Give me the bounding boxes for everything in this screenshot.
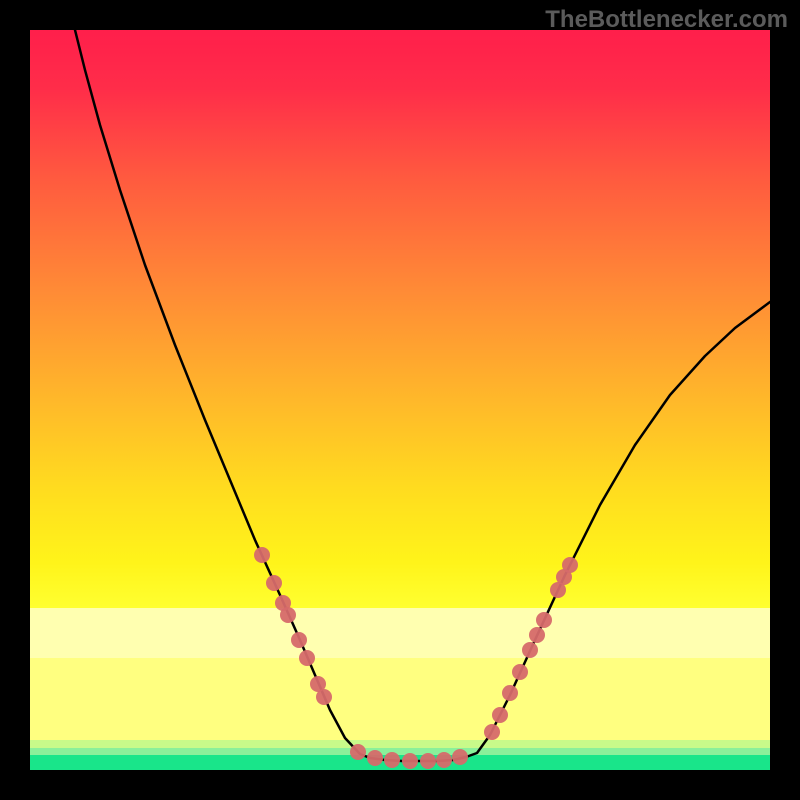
data-marker	[484, 724, 500, 740]
data-marker	[367, 750, 383, 766]
data-marker	[562, 557, 578, 573]
data-marker	[529, 627, 545, 643]
data-marker	[266, 575, 282, 591]
data-marker	[492, 707, 508, 723]
data-marker	[280, 607, 296, 623]
data-marker	[522, 642, 538, 658]
data-marker	[536, 612, 552, 628]
data-marker	[512, 664, 528, 680]
data-marker	[291, 632, 307, 648]
data-marker	[452, 749, 468, 765]
data-marker	[254, 547, 270, 563]
data-marker	[420, 753, 436, 769]
data-marker	[402, 753, 418, 769]
data-marker	[502, 685, 518, 701]
data-marker	[436, 752, 452, 768]
stage: TheBottlenecker.com	[0, 0, 800, 800]
data-marker	[350, 744, 366, 760]
data-marker	[316, 689, 332, 705]
data-marker	[384, 752, 400, 768]
chart-svg	[0, 0, 800, 800]
data-marker	[299, 650, 315, 666]
